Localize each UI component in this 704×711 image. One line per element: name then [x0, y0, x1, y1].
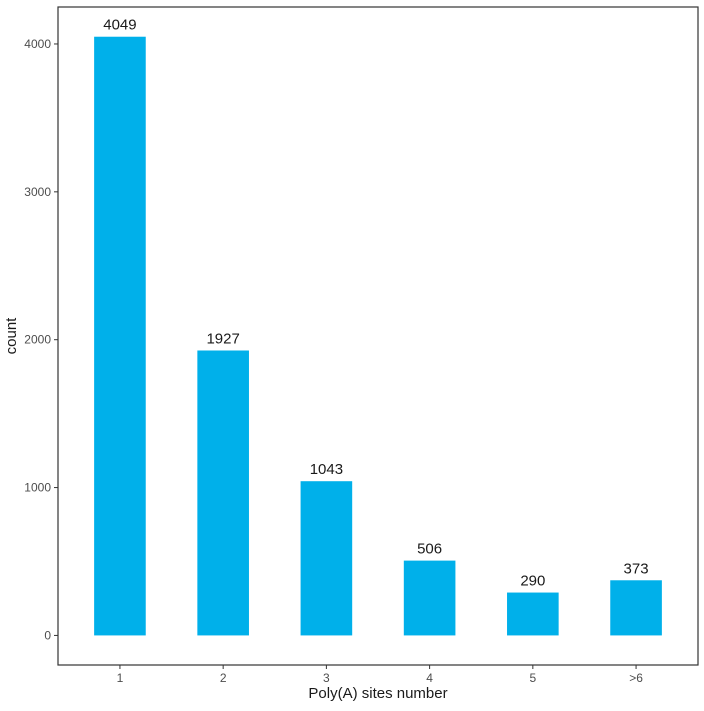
data-label-3: 1043 — [310, 461, 343, 478]
y-tick-label: 1000 — [24, 481, 51, 495]
y-tick-label: 2000 — [24, 333, 51, 347]
y-tick-label: 4000 — [24, 37, 51, 51]
y-tick-label: 3000 — [24, 185, 51, 199]
bar-2 — [197, 350, 249, 636]
plot-panel — [57, 6, 699, 666]
data-label-1: 4049 — [103, 17, 136, 34]
y-axis-title: count — [3, 317, 20, 355]
x-axis-title: Poly(A) sites number — [308, 685, 447, 702]
data-labels-layer: 4049 1927 1043 506 290 373 — [103, 17, 648, 590]
bar-3 — [300, 481, 353, 636]
data-label-5: 290 — [520, 573, 545, 590]
x-tick-label: 1 — [117, 671, 124, 685]
bar-6 — [610, 580, 662, 636]
bars-layer — [94, 36, 662, 636]
bar-4 — [403, 560, 456, 636]
x-axis: 1 2 3 4 5 >6 — [117, 665, 643, 685]
x-tick-label: 4 — [426, 671, 433, 685]
x-tick-label: 2 — [220, 671, 227, 685]
x-tick-label: 5 — [529, 671, 536, 685]
data-label-6: 373 — [624, 560, 649, 577]
x-tick-label: 3 — [323, 671, 330, 685]
y-axis: 0 1000 2000 3000 4000 — [24, 37, 58, 642]
data-label-2: 1927 — [206, 330, 239, 347]
x-tick-label: >6 — [629, 671, 643, 685]
data-label-4: 506 — [417, 541, 442, 558]
bar-1 — [94, 36, 146, 636]
y-tick-label: 0 — [44, 628, 51, 642]
bar-5 — [507, 592, 559, 636]
